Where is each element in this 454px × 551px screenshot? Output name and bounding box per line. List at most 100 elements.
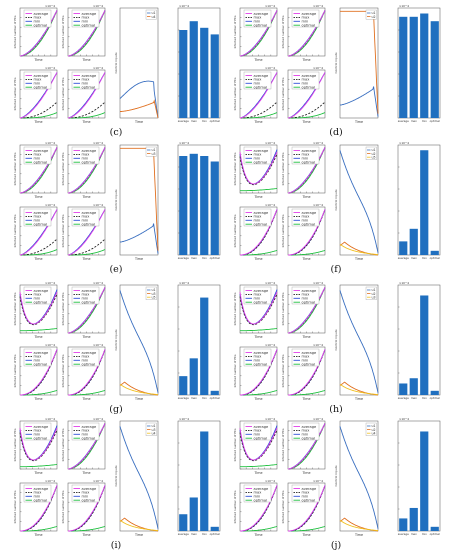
x-axis-label: Time [81, 471, 90, 475]
control-y-label: Control inputs [114, 52, 118, 74]
control-series-u1 [339, 426, 379, 529]
legend-label-optimal: optimal [82, 437, 96, 441]
legend-label-optimal: optimal [34, 86, 48, 90]
legend-label-optimal: optimal [302, 86, 316, 90]
legend-label-max: max [34, 429, 43, 433]
bar-exponent-label: ×10^4 [399, 4, 409, 8]
control-y-label: Control inputs [334, 329, 338, 351]
control-frame [339, 420, 379, 532]
bar-max [189, 497, 198, 531]
control-x-label: Time [354, 533, 363, 537]
exponent-label: ×10^4 [45, 281, 55, 285]
exponent-label: ×10^4 [93, 66, 103, 70]
control-legend-label-u5: u5 [372, 155, 376, 159]
x-axis-label: Time [33, 335, 42, 339]
legend-box [23, 208, 52, 227]
x-axis-label: Time [301, 533, 310, 537]
exponent-label: ×10^4 [313, 66, 323, 70]
legend-label-max: max [302, 215, 311, 219]
legend-label-average: average [302, 149, 318, 153]
bar-tick-label-max: max [411, 119, 417, 123]
legend-box [243, 9, 272, 28]
exponent-label: ×10^4 [45, 141, 55, 145]
series-optimal [240, 463, 278, 468]
control-legend-label-u4: u4 [372, 431, 376, 435]
bar-average [399, 16, 408, 118]
bar-tick-label-optimal: optimal [430, 396, 440, 400]
legend-label-min: min [34, 433, 41, 437]
x-axis-label: Time [301, 257, 310, 261]
control-x-label: Time [134, 533, 143, 537]
series-max [239, 429, 278, 462]
legend-label-average: average [34, 12, 50, 16]
legend-label-min: min [82, 495, 89, 499]
exponent-label: ×10^4 [265, 281, 275, 285]
legend-box [71, 422, 100, 441]
bar-average [179, 156, 188, 255]
legend-label-min: min [254, 157, 261, 161]
x-axis-label: Time [81, 533, 90, 537]
legend-label-max: max [82, 78, 91, 82]
legend-label-optimal: optimal [254, 24, 268, 28]
y-axis-label: Infected number of PCs [13, 152, 17, 185]
legend-label-average: average [254, 74, 270, 78]
series-optimal [68, 525, 106, 532]
bar-tick-label-min: min [202, 532, 207, 536]
series-optimal [20, 327, 58, 332]
legend-label-min: min [82, 297, 89, 301]
control-y-label: Control inputs [114, 189, 118, 211]
control-y-label: Control inputs [334, 189, 338, 211]
legend-label-optimal: optimal [82, 24, 96, 28]
x-axis-label: Time [301, 397, 310, 401]
legend-label-average: average [254, 211, 270, 215]
exponent-label: ×10^4 [265, 4, 275, 8]
legend-label-average: average [302, 351, 318, 355]
control-legend-label-u2: u2 [372, 15, 376, 19]
legend-label-average: average [34, 351, 50, 355]
bar-tick-label-max: max [191, 256, 197, 260]
exponent-label: ×10^4 [265, 417, 275, 421]
bar-tick-label-min: min [202, 119, 207, 123]
y-axis-label: Infected number of PCs [13, 490, 17, 523]
legend-label-optimal: optimal [254, 161, 268, 165]
control-legend-label-u1: u1 [152, 288, 156, 292]
bar-tick-label-average: average [178, 396, 189, 400]
legend-label-max: max [82, 215, 91, 219]
bar-tick-label-average: average [178, 119, 189, 123]
series-optimal [20, 249, 58, 256]
legend-label-optimal: optimal [254, 499, 268, 503]
control-legend-label-u2: u2 [372, 292, 376, 296]
x-axis-label: Time [253, 257, 262, 261]
legend-label-average: average [254, 351, 270, 355]
control-legend-label-u3: u3 [152, 152, 156, 156]
exponent-label: ×10^4 [265, 66, 275, 70]
y-axis-label: Infected number of PCs [281, 214, 285, 247]
legend-label-average: average [82, 487, 98, 491]
y-axis-label: Infected number of PCs [281, 77, 285, 110]
x-axis-label: Time [81, 257, 90, 261]
x-axis-label: Time [81, 120, 90, 124]
legend-box [23, 71, 52, 90]
x-axis-label: Time [33, 471, 42, 475]
x-axis-label: Time [81, 195, 90, 199]
legend-label-min: min [82, 433, 89, 437]
legend-label-average: average [82, 74, 98, 78]
control-legend-box [365, 286, 377, 300]
control-series-u5 [119, 383, 159, 396]
legend-label-average: average [254, 149, 270, 153]
bar-max [409, 507, 418, 531]
panel-label-c: (c) [109, 127, 123, 138]
control-frame [339, 144, 379, 256]
series-average [19, 291, 58, 325]
exponent-label: ×10^4 [313, 343, 323, 347]
bar-frame [397, 420, 441, 532]
legend-label-max: max [34, 16, 43, 20]
exponent-label: ×10^4 [93, 4, 103, 8]
legend-label-average: average [82, 149, 98, 153]
legend-label-optimal: optimal [34, 161, 48, 165]
y-axis-label: Infected number of PCs [61, 292, 65, 325]
legend-label-min: min [34, 297, 41, 301]
control-series-u1 [119, 80, 159, 119]
